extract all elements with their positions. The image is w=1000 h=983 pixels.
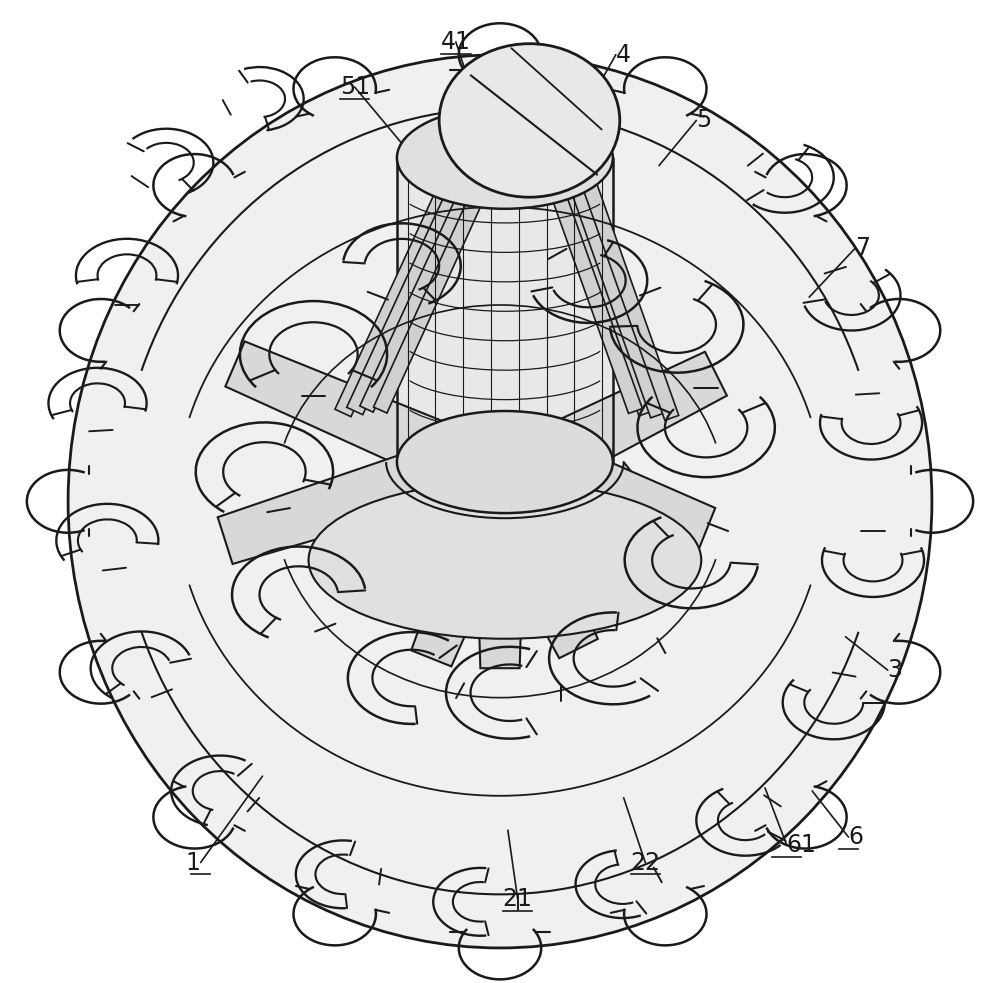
- Text: 41: 41: [441, 29, 471, 54]
- Polygon shape: [560, 155, 667, 418]
- Ellipse shape: [309, 482, 701, 639]
- Polygon shape: [537, 152, 642, 414]
- Polygon shape: [335, 154, 469, 417]
- Polygon shape: [347, 152, 481, 415]
- Text: 51: 51: [340, 75, 370, 99]
- Polygon shape: [225, 341, 453, 480]
- Polygon shape: [485, 498, 598, 659]
- Text: 61: 61: [787, 833, 817, 857]
- Polygon shape: [411, 501, 516, 666]
- Polygon shape: [374, 151, 503, 413]
- Polygon shape: [397, 157, 613, 462]
- Text: 5: 5: [696, 108, 712, 133]
- Polygon shape: [574, 157, 679, 421]
- Polygon shape: [549, 153, 656, 416]
- Text: 4: 4: [616, 42, 631, 67]
- Polygon shape: [546, 352, 727, 479]
- Polygon shape: [360, 150, 491, 412]
- Ellipse shape: [68, 55, 932, 948]
- Text: 1: 1: [186, 850, 201, 875]
- Polygon shape: [548, 444, 715, 553]
- Ellipse shape: [397, 411, 613, 513]
- Text: 22: 22: [630, 850, 660, 875]
- Text: 6: 6: [848, 825, 863, 849]
- Text: 3: 3: [888, 659, 903, 682]
- Text: 7: 7: [855, 236, 870, 260]
- Ellipse shape: [397, 107, 613, 208]
- Polygon shape: [475, 511, 525, 668]
- Polygon shape: [218, 443, 450, 564]
- Ellipse shape: [439, 43, 620, 198]
- Text: 21: 21: [503, 887, 533, 911]
